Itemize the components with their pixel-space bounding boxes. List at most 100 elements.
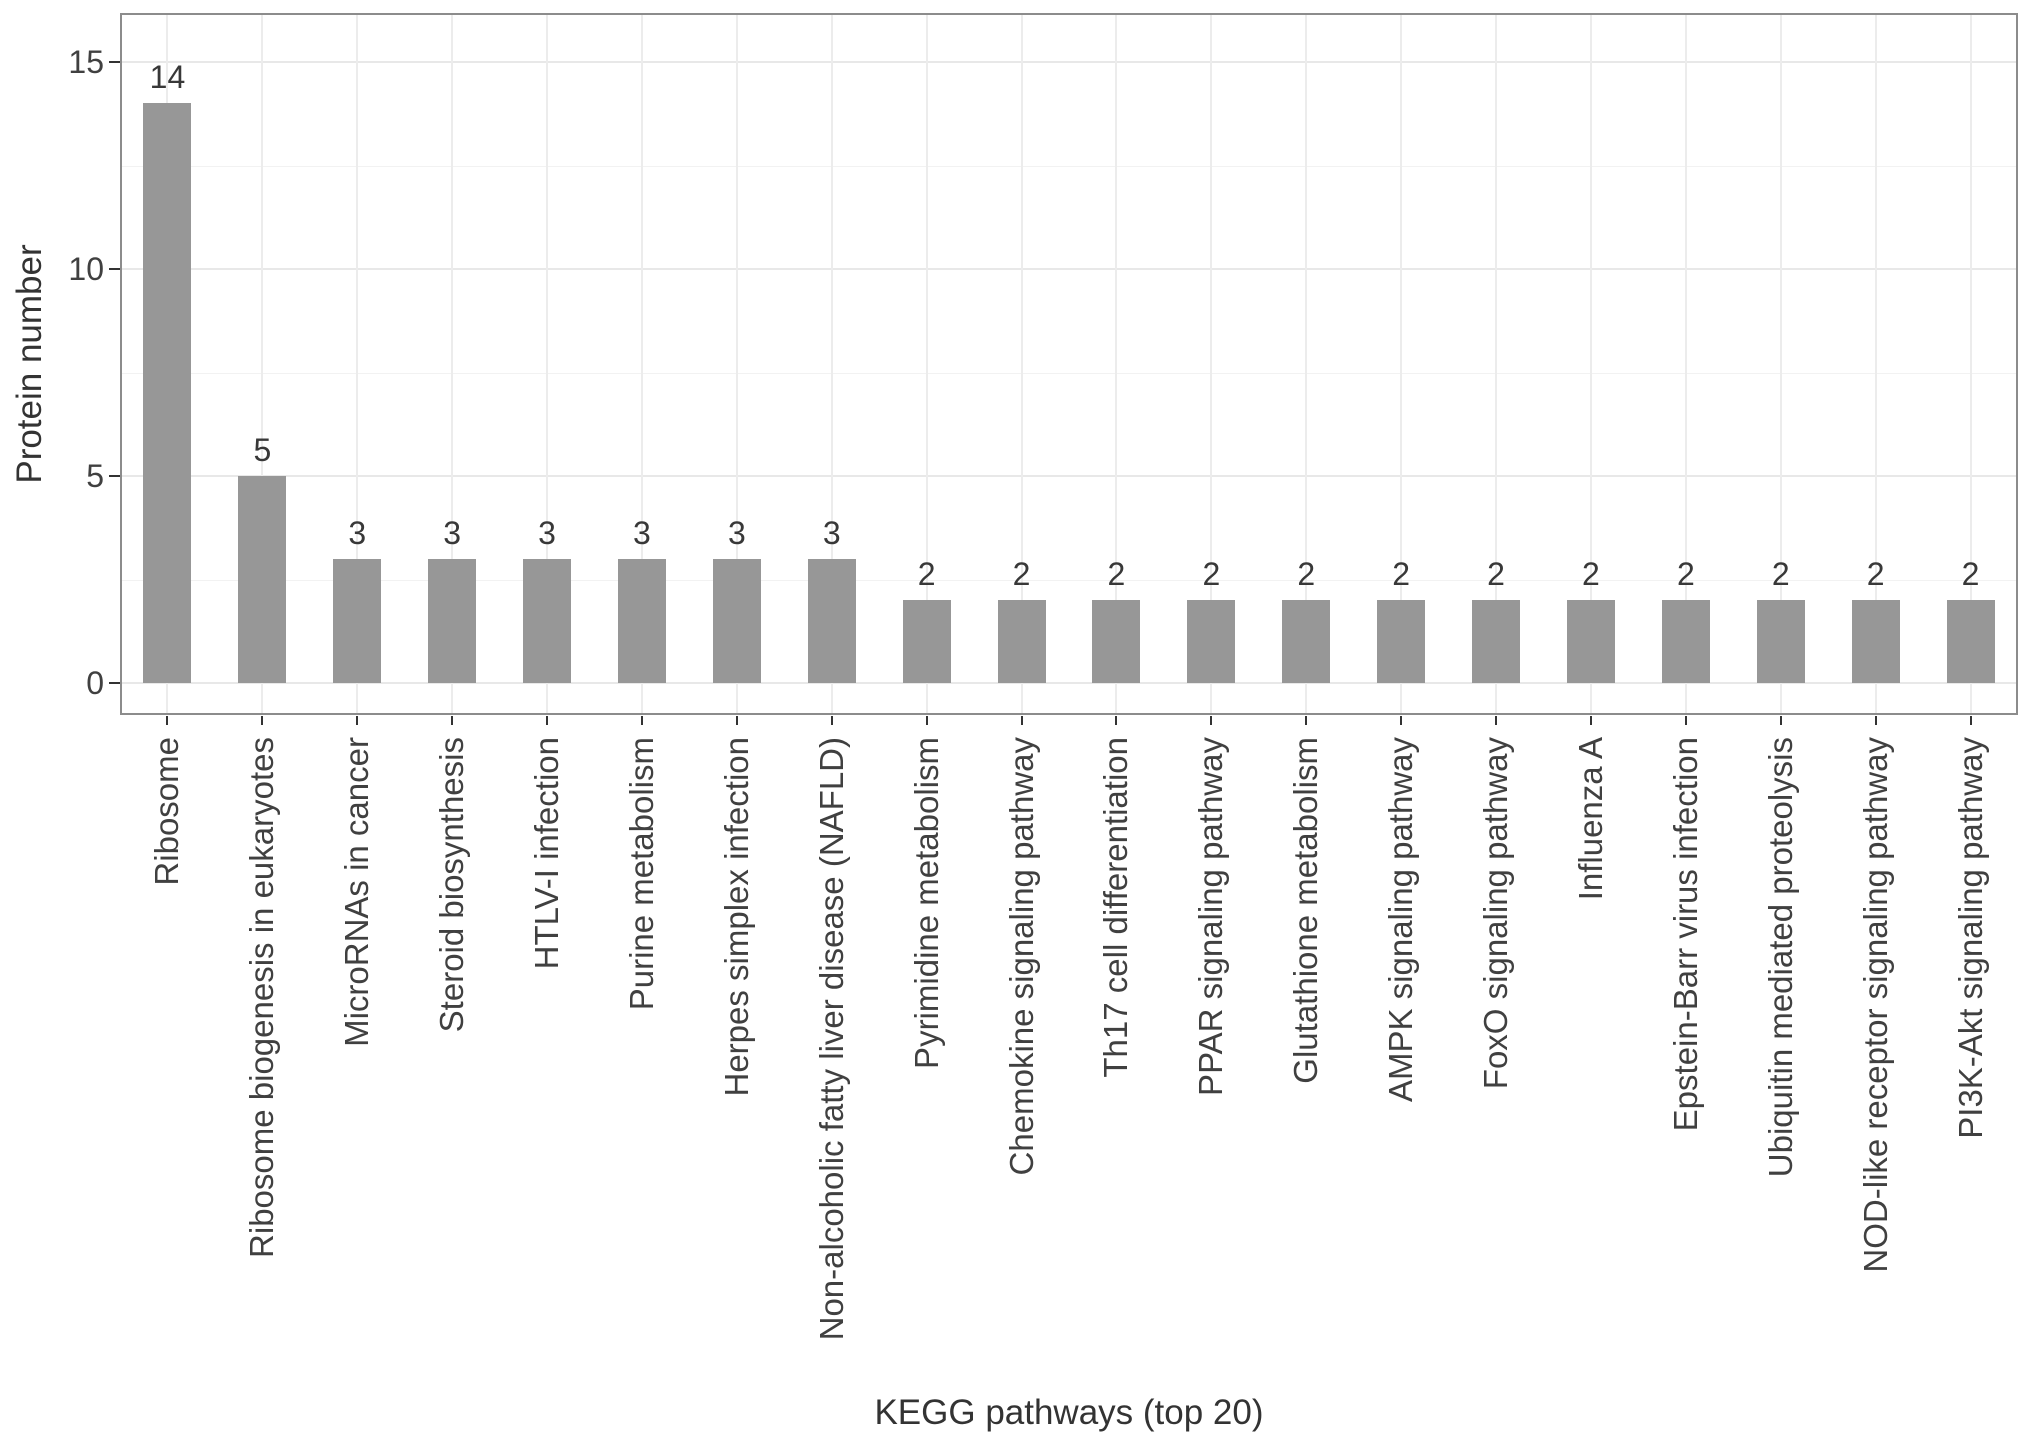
bar-value-label: 3 (822, 514, 841, 551)
x-category-label: PI3K-Akt signaling pathway (1951, 737, 1989, 1139)
x-category-label: Th17 cell differentiation (1097, 737, 1135, 1078)
bar (238, 476, 287, 683)
bar-value-label: 2 (1487, 556, 1505, 593)
x-category-label: PPAR signaling pathway (1192, 737, 1230, 1096)
bar-value-label: 2 (1676, 556, 1695, 593)
x-tick-mark (1210, 716, 1213, 725)
y-tick-label: 5 (86, 458, 104, 494)
gridline-h-major (120, 475, 2018, 477)
gridline-v (546, 13, 549, 715)
gridline-v (1305, 13, 1308, 715)
x-tick-mark (735, 716, 738, 725)
bar-value-label: 2 (1961, 556, 1980, 593)
bar (1377, 600, 1426, 683)
bar-value-label: 5 (253, 432, 272, 468)
bar (1946, 600, 1995, 683)
bar (428, 558, 477, 683)
bar-value-label: 2 (1392, 556, 1411, 593)
x-tick-mark (1779, 716, 1782, 725)
bar (1661, 600, 1710, 683)
x-tick-mark (1020, 716, 1023, 725)
x-category-label: AMPK signaling pathway (1382, 737, 1420, 1103)
bar-value-label: 2 (1107, 556, 1126, 593)
bar (523, 558, 572, 683)
bar (1282, 600, 1331, 683)
bar-value-label: 2 (917, 556, 936, 593)
x-category-label: Ribosome (148, 737, 186, 886)
gridline-v (1589, 13, 1592, 715)
x-tick-mark (1874, 716, 1877, 725)
bar-value-label: 2 (1582, 556, 1600, 593)
gridline-v (1684, 13, 1687, 715)
gridline-h-minor (120, 579, 2018, 581)
bar (1756, 600, 1805, 683)
x-tick-mark (356, 716, 359, 725)
x-tick-mark (261, 716, 264, 725)
bar-value-label: 3 (727, 514, 746, 551)
gridline-h-major (120, 268, 2018, 270)
x-tick-mark (925, 716, 928, 725)
y-tick-label: 10 (68, 251, 104, 287)
x-tick-mark (546, 716, 549, 725)
bar (712, 558, 761, 683)
x-category-label: Pyrimidine metabolism (907, 737, 945, 1069)
x-category-label: MicroRNAs in cancer (338, 737, 376, 1047)
gridline-v (451, 13, 454, 715)
bar-value-label: 2 (1202, 556, 1221, 593)
y-tick-mark (109, 61, 120, 63)
bar-value-label: 3 (348, 514, 367, 551)
bar (807, 558, 856, 683)
bar-value-label: 2 (1771, 556, 1790, 593)
gridline-v (1495, 13, 1498, 715)
gridline-v (925, 13, 928, 715)
y-tick-label: 0 (86, 665, 104, 701)
bar-value-label: 3 (538, 514, 556, 551)
x-tick-mark (1589, 716, 1592, 725)
x-category-label: Ubiquitin mediated proteolysis (1761, 737, 1799, 1178)
gridline-v (1969, 13, 1972, 715)
x-category-label: Purine metabolism (622, 737, 660, 1011)
gridline-h-major (120, 682, 2018, 684)
gridline-v (1874, 13, 1877, 715)
y-tick-mark (109, 475, 120, 477)
bar (1472, 600, 1521, 683)
x-tick-mark (830, 716, 833, 725)
bar (617, 558, 666, 683)
x-tick-mark (1684, 716, 1687, 725)
x-tick-mark (451, 716, 454, 725)
gridline-v (640, 13, 643, 715)
gridline-v (1779, 13, 1782, 715)
gridline-v (1115, 13, 1118, 715)
x-category-label: Chemokine signaling pathway (1002, 737, 1040, 1176)
bar (1566, 600, 1615, 683)
x-category-label: Non-alcoholic fatty liver disease (NAFLD… (812, 737, 850, 1341)
bar (997, 600, 1046, 683)
bar-value-label: 2 (1866, 556, 1885, 593)
bar (1187, 600, 1236, 683)
bar (1851, 600, 1900, 683)
x-tick-mark (1495, 716, 1498, 725)
gridline-h-minor (120, 372, 2018, 374)
gridline-v (261, 13, 264, 715)
x-tick-mark (1400, 716, 1403, 725)
gridline-v (1020, 13, 1023, 715)
gridline-h-major (120, 61, 2018, 63)
x-category-label: HTLV-I infection (528, 737, 566, 970)
x-category-label: Influenza A (1571, 737, 1609, 901)
x-tick-mark (1305, 716, 1308, 725)
bar (902, 600, 951, 683)
gridline-v (1400, 13, 1403, 715)
bar (1092, 600, 1141, 683)
x-axis-title: KEGG pathways (top 20) (874, 1393, 1264, 1432)
x-tick-mark (1969, 716, 1972, 725)
bar-value-label: 3 (633, 514, 651, 551)
gridline-v (1210, 13, 1213, 715)
bar-value-label: 2 (1297, 556, 1316, 593)
x-category-label: FoxO signaling pathway (1477, 737, 1515, 1090)
bar-value-label: 3 (443, 514, 462, 551)
bar (333, 558, 382, 683)
bar-value-label: 14 (149, 59, 186, 96)
plot-panel: 14 5 3 3 3 3 3 3 2 2 2 2 2 2 2 2 2 2 2 2 (120, 13, 2018, 715)
x-category-label: Steroid biosynthesis (433, 737, 471, 1033)
y-tick-label: 15 (68, 44, 104, 80)
